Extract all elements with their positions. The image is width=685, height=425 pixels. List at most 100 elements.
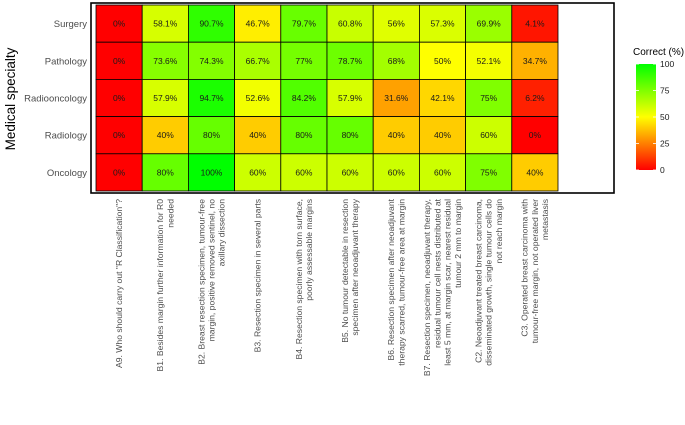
heatmap-cell [418,41,466,80]
cell-value-label: 80% [295,130,312,140]
heatmap-cell [465,116,513,155]
heatmap-cell [326,4,374,43]
cell-value-label: 56% [388,19,405,29]
cell-value-label: 80% [342,130,359,140]
colorbar-tick-label: 75 [660,86,670,96]
cell-value-label: 79.7% [292,19,317,29]
cell-value-label: 0% [529,130,542,140]
cell-value-label: 80% [203,130,220,140]
cell-value-label: 0% [113,19,126,29]
cell-value-label: 94.7% [199,93,224,103]
column-label-line: least 5 mm, at margin scar, nearest resi… [443,199,453,366]
cell-value-label: 75% [480,93,497,103]
column-label-line: tumour-free margin, not operated liver [530,199,540,343]
cell-value-label: 84.2% [292,93,317,103]
cell-value-label: 0% [113,93,126,103]
cell-value-label: 90.7% [199,19,224,29]
cell-value-label: 34.7% [523,56,548,66]
heatmap-cell [141,41,189,80]
column-label-line: needed [165,199,175,228]
heatmap-cell [141,116,189,155]
heatmap-cell [326,41,374,80]
heatmap-cell [234,153,282,192]
cell-value-label: 42.1% [430,93,455,103]
colorbar-tick-label: 100 [660,59,674,69]
heatmap-cell [511,153,559,192]
cell-value-label: 6.2% [525,93,545,103]
cell-value-label: 40% [157,130,174,140]
cell-value-label: 57.9% [153,93,178,103]
cell-value-label: 60% [249,167,266,177]
colorbar-tick-label: 0 [660,165,665,175]
heatmap-cell [234,41,282,80]
column-label-line: residual tumour cell nests distributed a… [432,198,442,348]
row-label: Oncology [47,168,87,179]
row-labels: Surgery Pathology Radiooncology Radiology On… [24,19,87,179]
cell-value-label: 66.7% [246,56,271,66]
column-label-line: B5. No tumour detectable in resection [340,199,350,343]
heatmap-cell [511,41,559,80]
heatmap-cell [511,79,559,118]
column-label-line: margin, positive removed sentinel, no [207,199,217,342]
cell-value-label: 77% [295,56,312,66]
column-label-line: therapy scarred, tumour-free area at mar… [396,199,406,366]
cell-value-label: 60% [480,130,497,140]
cell-value-label: 73.6% [153,56,178,66]
colorbar-title: Correct (%) [633,47,684,58]
column-label-line: B6. Resection specimen after neoadjuvant [386,198,396,360]
column-label-line: B1. Besides margin further information f… [155,199,165,372]
cell-value-label: 40% [526,167,543,177]
heatmap-cell [141,153,189,192]
heatmap-cell [418,4,466,43]
heatmap-cell [95,79,143,118]
heatmap-cell [95,153,143,192]
cell-value-label: 40% [388,130,405,140]
cell-value-label: 80% [157,167,174,177]
column-label-line: B3. Resection specimen in several parts [253,199,263,352]
cell-value-label: 60% [388,167,405,177]
column-label-line: C3. Operated breast carcinoma with [520,199,530,337]
heatmap-cell [95,116,143,155]
column-label-line: B7. Resection specimen, neoadjuvant ther… [422,199,432,376]
heatmap-cell [326,79,374,118]
heatmap-cell [187,153,235,192]
cell-value-label: 100% [201,167,223,177]
column-label-line: not reach margin [494,199,504,264]
column-label-line: C2. Neoadjuvant treated breast carcinoma… [474,199,484,363]
column-label-line: B4. Resection specimen with torn surface… [294,199,304,360]
heatmap-cell [95,41,143,80]
heatmap-cell [372,153,420,192]
heatmap-cell [141,4,189,43]
cell-value-label: 31.6% [384,93,409,103]
cell-value-label: 0% [113,167,126,177]
column-labels: A9. Who should carry out "R Classificati… [114,198,550,376]
column-label-line: A9. Who should carry out "R Classificati… [114,199,124,368]
cell-value-label: 58.1% [153,19,178,29]
cell-value-label: 4.1% [525,19,545,29]
cell-value-label: 78.7% [338,56,363,66]
heatmap-cell [465,79,513,118]
cell-value-label: 0% [113,130,126,140]
cell-value-label: 0% [113,56,126,66]
heatmap-cell [141,79,189,118]
cell-value-label: 74.3% [199,56,224,66]
cell-value-label: 57.3% [430,19,455,29]
colorbar-tick-label: 25 [660,139,670,149]
colorbar-legend: Correct (%) 0 25 50 75 100 [633,47,684,175]
column-label-line: poorly assessable margins [304,199,314,301]
cell-value-label: 60% [295,167,312,177]
cell-value-label: 60% [434,167,451,177]
cell-value-label: 46.7% [246,19,271,29]
column-label-line: metastasis [540,199,550,240]
heatmap-cell [465,153,513,192]
heatmap-cell [511,116,559,155]
column-label-line: axillary dissection [217,199,227,267]
heatmap-cell [234,4,282,43]
column-label-line: B2. Breast resection specimen, tumour-fr… [196,199,206,365]
heatmap-cell [465,4,513,43]
cell-value-label: 60% [342,167,359,177]
cell-value-label: 40% [434,130,451,140]
cell-value-label: 68% [388,56,405,66]
cell-value-label: 57.9% [338,93,363,103]
